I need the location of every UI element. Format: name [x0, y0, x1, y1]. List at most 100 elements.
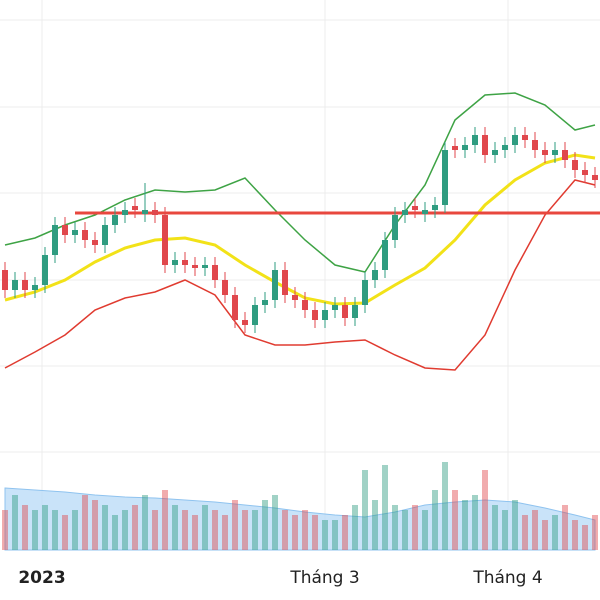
candle-body	[332, 305, 338, 310]
candle-body	[502, 145, 508, 150]
candle-body	[312, 310, 318, 320]
candle-body	[372, 270, 378, 280]
candle-body	[222, 280, 228, 295]
candle-body	[542, 150, 548, 155]
volume-bar	[412, 505, 418, 550]
volume-bar	[2, 510, 8, 550]
volume-bar	[332, 520, 338, 550]
candle-body	[162, 215, 168, 265]
candle-body	[212, 265, 218, 280]
volume-bar	[82, 495, 88, 550]
candle-body	[62, 225, 68, 235]
volume-bar	[162, 490, 168, 550]
candle-body	[52, 225, 58, 255]
volume-bar	[52, 510, 58, 550]
candle-body	[342, 305, 348, 318]
candle-body	[252, 305, 258, 325]
candle-body	[422, 210, 428, 214]
volume-bar	[422, 510, 428, 550]
volume-bar	[292, 515, 298, 550]
volume-bar	[392, 505, 398, 550]
candle-body	[492, 150, 498, 155]
volume-bar	[502, 510, 508, 550]
candle-body	[142, 210, 148, 214]
volume-bar	[312, 515, 318, 550]
volume-bar	[32, 510, 38, 550]
volume-bar	[482, 470, 488, 550]
candle-body	[112, 215, 118, 225]
candle-body	[132, 206, 138, 210]
candle-body	[92, 240, 98, 245]
volume-bar	[252, 510, 258, 550]
candle-body	[82, 230, 88, 240]
candle-body	[262, 300, 268, 305]
candle-body	[272, 270, 278, 300]
grid	[0, 19, 600, 453]
volume-bar	[542, 520, 548, 550]
candle-body	[562, 150, 568, 160]
candle-body	[122, 210, 128, 215]
candle-body	[522, 135, 528, 140]
candle-body	[282, 270, 288, 295]
volume-bar	[242, 510, 248, 550]
candle-body	[32, 285, 38, 290]
candle-body	[532, 140, 538, 150]
candle-body	[42, 255, 48, 285]
candle-body	[182, 260, 188, 265]
volume-bar	[72, 510, 78, 550]
candle-body	[452, 146, 458, 150]
candle-body	[412, 206, 418, 210]
candle-body	[2, 270, 8, 290]
volume-bar	[452, 490, 458, 550]
volume-bar	[22, 505, 28, 550]
candle-body	[472, 135, 478, 145]
volume-bar	[462, 500, 468, 550]
volume-bar	[222, 515, 228, 550]
candle-body	[72, 230, 78, 235]
volume-bar	[232, 500, 238, 550]
candle-body	[382, 240, 388, 270]
volume-bar	[262, 500, 268, 550]
volume-bar	[342, 515, 348, 550]
volume-bar	[352, 505, 358, 550]
candle-body	[572, 160, 578, 170]
candle-body	[322, 310, 328, 320]
candle-body	[482, 135, 488, 155]
candle-body	[552, 150, 558, 155]
volume-bar	[282, 510, 288, 550]
volume-bar	[402, 510, 408, 550]
candle-body	[352, 305, 358, 318]
volume-bar	[382, 465, 388, 550]
volume-bar	[562, 505, 568, 550]
volume-bar	[152, 510, 158, 550]
volume-bar	[302, 510, 308, 550]
volume-bar	[512, 500, 518, 550]
candle-body	[22, 280, 28, 290]
volume-bar	[432, 490, 438, 550]
volume-bar	[112, 515, 118, 550]
volume-bar	[202, 505, 208, 550]
candle-body	[362, 280, 368, 305]
volume-bar	[132, 505, 138, 550]
x-tick-label: 2023	[18, 568, 65, 588]
volume-bar	[362, 470, 368, 550]
candle-body	[292, 295, 298, 300]
volume-bar	[122, 510, 128, 550]
candle-body	[242, 320, 248, 325]
volume-ma-area	[4, 487, 596, 551]
volume-bar	[582, 525, 588, 550]
candle-body	[192, 265, 198, 268]
volume-bar	[532, 510, 538, 550]
volume-bar	[492, 505, 498, 550]
volume-bar	[442, 462, 448, 550]
candle-body	[432, 205, 438, 210]
candle-body	[512, 135, 518, 145]
candle-body	[102, 225, 108, 245]
middle-band	[4, 153, 596, 306]
candle-body	[232, 295, 238, 320]
x-tick-label: Tháng 4	[472, 568, 542, 588]
upper-band	[4, 92, 596, 273]
candle-body	[582, 170, 588, 175]
volume-bar	[572, 520, 578, 550]
